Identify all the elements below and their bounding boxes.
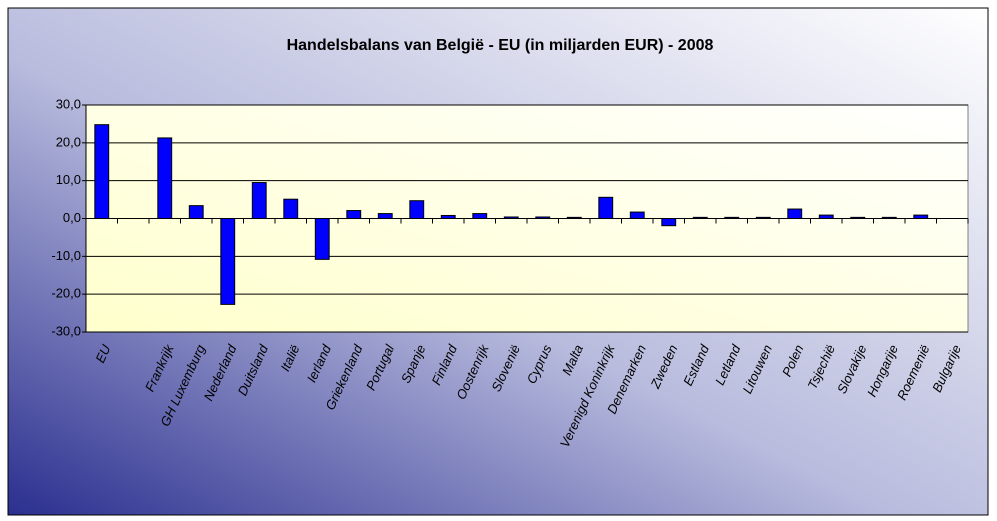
bar	[314, 218, 330, 260]
y-tick-label: 20,0	[56, 134, 81, 149]
bar	[283, 198, 299, 220]
chart-title: Handelsbalans van België - EU (in miljar…	[287, 37, 714, 54]
bar	[503, 216, 519, 219]
bar	[629, 211, 645, 219]
bar	[818, 214, 834, 220]
y-tick-label: -10,0	[51, 248, 81, 263]
bar	[157, 137, 173, 219]
bar	[566, 216, 582, 220]
y-tick-label: -30,0	[51, 323, 81, 338]
bar	[346, 210, 362, 219]
bar	[850, 216, 866, 220]
bar	[377, 213, 393, 219]
x-tick-label: EU	[92, 342, 113, 365]
bar	[94, 124, 110, 219]
bar	[661, 218, 677, 227]
y-tick-label: 10,0	[56, 172, 81, 187]
bar	[535, 216, 551, 219]
bar	[787, 208, 803, 220]
y-tick-label: 0,0	[63, 210, 81, 225]
bar	[220, 218, 236, 305]
bar	[440, 214, 456, 219]
bar	[598, 196, 614, 220]
bar	[913, 214, 929, 220]
bar	[251, 182, 267, 219]
bar	[755, 216, 771, 220]
bar	[472, 213, 488, 219]
y-tick-label: 30,0	[56, 96, 81, 111]
bar	[724, 216, 740, 220]
bar	[188, 205, 204, 220]
bar	[692, 216, 708, 220]
bar	[409, 200, 425, 220]
y-tick-label: -20,0	[51, 286, 81, 301]
bar	[881, 216, 897, 220]
